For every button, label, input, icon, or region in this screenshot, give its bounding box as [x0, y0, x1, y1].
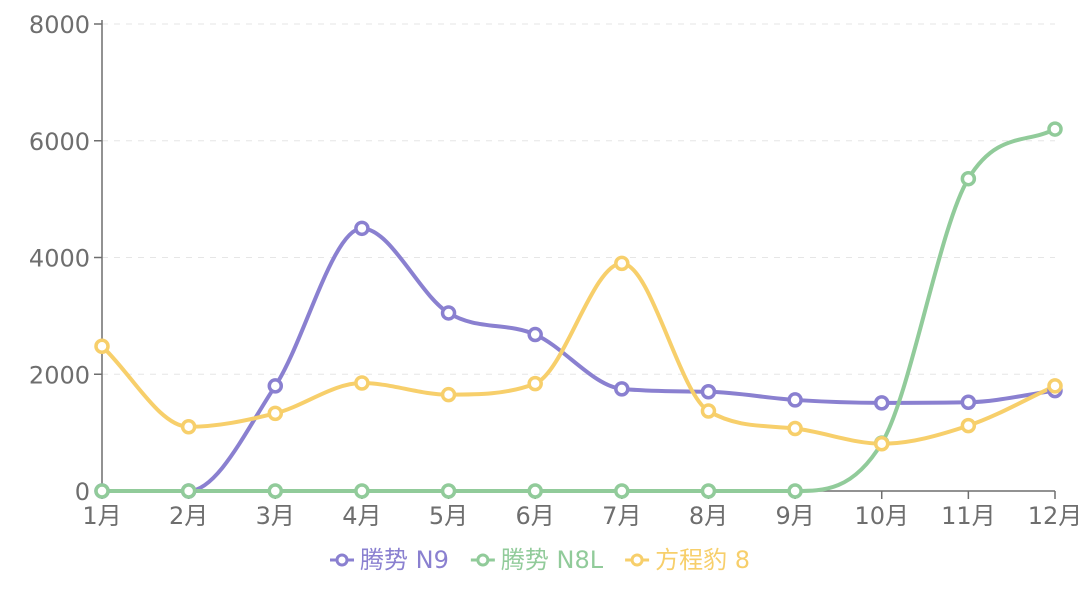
y-tick-label: 4000 — [29, 245, 90, 273]
legend-label: 腾势 N9 — [360, 546, 449, 574]
x-tick-label: 12月 — [1028, 502, 1080, 530]
data-point — [94, 338, 110, 354]
data-point — [873, 435, 890, 452]
series-lines — [94, 121, 1063, 499]
data-point — [267, 405, 284, 422]
x-tick-label: 7月 — [602, 502, 641, 530]
data-point — [354, 375, 370, 391]
data-point — [94, 483, 110, 499]
data-point — [700, 483, 717, 499]
x-tick-label: 11月 — [941, 502, 996, 530]
legend-marker-icon — [335, 553, 349, 567]
y-tick-label: 2000 — [29, 361, 90, 389]
data-point — [180, 419, 197, 435]
data-point — [614, 255, 630, 272]
data-point — [787, 483, 803, 499]
x-tick-label: 5月 — [429, 502, 468, 530]
data-point — [180, 483, 197, 499]
data-point — [267, 483, 284, 499]
data-point — [440, 483, 457, 499]
data-point — [440, 305, 457, 321]
y-tick-label: 8000 — [29, 11, 90, 39]
data-point — [960, 170, 977, 187]
data-point — [440, 386, 457, 403]
data-point — [700, 384, 717, 400]
data-point — [527, 483, 543, 499]
data-point — [873, 395, 890, 411]
x-tick-label: 9月 — [775, 502, 814, 530]
x-tick-label: 4月 — [342, 502, 381, 530]
x-tick-label: 6月 — [516, 502, 555, 530]
data-point — [614, 483, 630, 499]
data-point — [960, 394, 977, 411]
x-tick-label: 1月 — [82, 502, 121, 530]
legend-item-2[interactable]: 方程豹 8 — [625, 546, 750, 574]
data-point — [1047, 121, 1063, 137]
x-tick-label: 8月 — [689, 502, 728, 530]
data-point — [527, 326, 543, 343]
data-point — [787, 420, 803, 437]
legend-item-1[interactable]: 腾势 N8L — [470, 546, 604, 574]
data-point — [700, 403, 717, 419]
data-point — [267, 378, 284, 394]
data-point — [787, 392, 803, 408]
legend-label: 腾势 N8L — [501, 546, 604, 574]
legend-label: 方程豹 8 — [655, 546, 750, 574]
y-tick-label: 6000 — [29, 128, 90, 156]
data-point — [354, 220, 370, 237]
axes — [94, 20, 1056, 499]
x-tick-labels: 1月 2月 3月 4月 5月 6月 7月 8月 9月 10月 11月 12月 — [82, 502, 1080, 530]
x-tick-label: 10月 — [854, 502, 909, 530]
legend[interactable]: 腾势 N9 腾势 N8L 方程豹 8 — [330, 546, 750, 574]
data-point — [960, 417, 977, 434]
y-tick-label: 0 — [75, 478, 90, 506]
grid-lines — [102, 23, 1055, 375]
legend-item-0[interactable]: 腾势 N9 — [330, 546, 449, 574]
x-tick-label: 2月 — [169, 502, 208, 530]
legend-marker-icon — [630, 553, 644, 567]
legend-marker-icon — [476, 553, 490, 567]
data-point — [614, 381, 630, 397]
x-tick-label: 3月 — [256, 502, 295, 530]
y-tick-labels: 0 2000 4000 6000 8000 — [29, 11, 90, 506]
data-point — [527, 375, 543, 392]
data-point — [1047, 378, 1063, 394]
data-point — [354, 483, 370, 499]
